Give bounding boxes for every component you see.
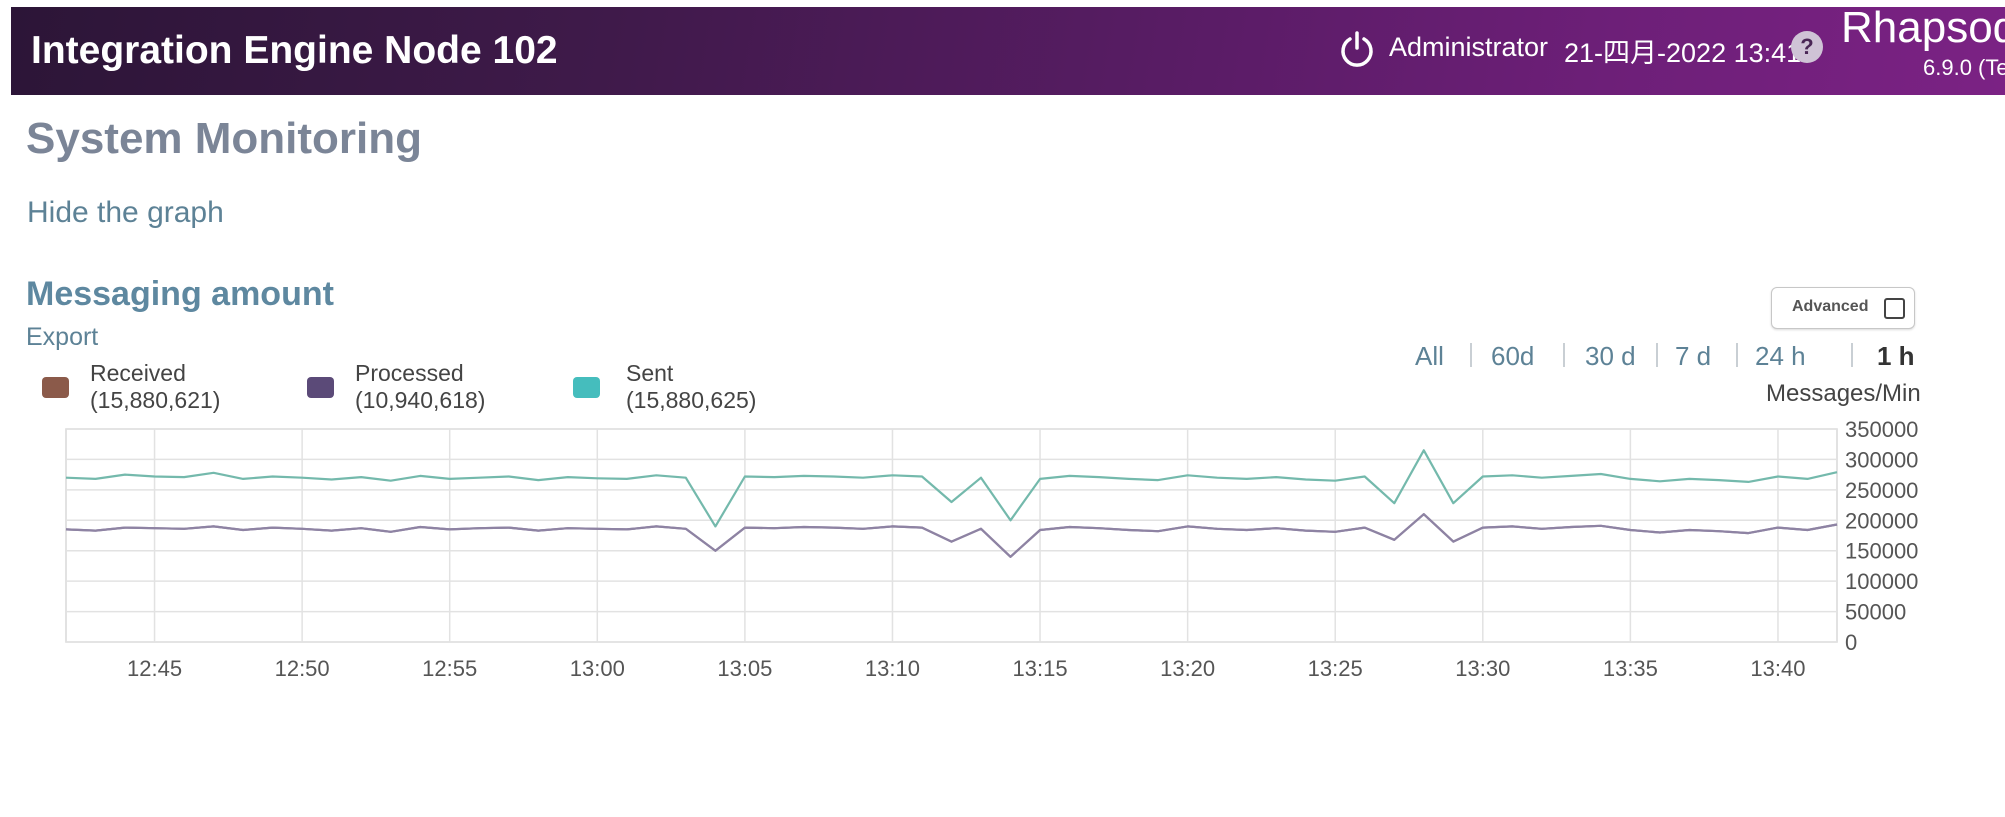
x-tick-label: 13:30 bbox=[1455, 656, 1510, 681]
x-tick-label: 13:35 bbox=[1603, 656, 1658, 681]
x-tick-label: 13:25 bbox=[1308, 656, 1363, 681]
plot-area bbox=[65, 428, 1838, 643]
export-link[interactable]: Export bbox=[26, 323, 99, 351]
y-tick-label: 200000 bbox=[1845, 508, 1918, 533]
range-60d[interactable]: 60d bbox=[1491, 341, 1535, 371]
processed-swatch bbox=[307, 377, 334, 398]
top-bar: Integration Engine Node 102 Administrato… bbox=[11, 7, 2005, 95]
y-tick-label: 50000 bbox=[1845, 600, 1906, 625]
date-time: 21-四月-2022 13:41 bbox=[1564, 38, 1802, 68]
range-all[interactable]: All bbox=[1415, 341, 1444, 371]
y-tick-label: 250000 bbox=[1845, 478, 1918, 503]
y-tick-label: 150000 bbox=[1845, 539, 1918, 564]
advanced-toggle[interactable]: Advanced bbox=[1771, 287, 1915, 329]
y-axis-unit: Messages/Min bbox=[1766, 380, 1921, 407]
x-tick-label: 12:50 bbox=[275, 656, 330, 681]
range-separator bbox=[1736, 343, 1738, 367]
y-tick-label: 0 bbox=[1845, 630, 1857, 655]
x-tick-label: 12:55 bbox=[422, 656, 477, 681]
range-separator bbox=[1470, 343, 1472, 367]
y-tick-label: 350000 bbox=[1845, 420, 1918, 442]
legend-received-count: (15,880,621) bbox=[90, 387, 221, 413]
page-title: System Monitoring bbox=[26, 114, 423, 163]
brand-logo: Rhapsod bbox=[1841, 7, 2005, 52]
legend-received-name: Received bbox=[90, 360, 186, 386]
advanced-checkbox[interactable] bbox=[1884, 298, 1905, 319]
series-line-sent bbox=[65, 449, 1838, 528]
y-tick-label: 300000 bbox=[1845, 447, 1918, 472]
x-tick-label: 12:45 bbox=[127, 656, 182, 681]
x-tick-label: 13:00 bbox=[570, 656, 625, 681]
legend-processed-count: (10,940,618) bbox=[355, 387, 486, 413]
hide-graph-link[interactable]: Hide the graph bbox=[27, 196, 224, 229]
x-tick-label: 13:15 bbox=[1013, 656, 1068, 681]
range-1h[interactable]: 1 h bbox=[1877, 341, 1915, 371]
x-tick-label: 13:10 bbox=[865, 656, 920, 681]
range-separator bbox=[1851, 343, 1853, 367]
user-name[interactable]: Administrator bbox=[1389, 32, 1549, 62]
legend-sent-count: (15,880,625) bbox=[626, 387, 757, 413]
advanced-label: Advanced bbox=[1792, 298, 1869, 315]
range-separator bbox=[1656, 343, 1658, 367]
range-7d[interactable]: 7 d bbox=[1675, 341, 1712, 371]
section-title: Messaging amount bbox=[26, 275, 334, 313]
y-tick-label: 100000 bbox=[1845, 569, 1918, 594]
power-icon[interactable] bbox=[1337, 29, 1377, 69]
range-24h[interactable]: 24 h bbox=[1755, 341, 1806, 371]
help-icon[interactable]: ? bbox=[1791, 31, 1823, 63]
x-tick-label: 13:20 bbox=[1160, 656, 1215, 681]
x-tick-label: 13:05 bbox=[717, 656, 772, 681]
app-title: Integration Engine Node 102 bbox=[31, 29, 558, 72]
version-label: 6.9.0 (Te bbox=[1923, 55, 2005, 80]
x-tick-label: 13:40 bbox=[1750, 656, 1805, 681]
received-swatch bbox=[42, 377, 69, 398]
series-line-processed bbox=[65, 513, 1838, 558]
range-30d[interactable]: 30 d bbox=[1585, 341, 1636, 371]
range-separator bbox=[1563, 343, 1565, 367]
legend-processed-name: Processed bbox=[355, 360, 464, 386]
legend-sent-name: Sent bbox=[626, 360, 674, 386]
sent-swatch bbox=[573, 377, 600, 398]
messaging-chart: 350000 300000 250000 200000 150000 100000 5000… bbox=[65, 420, 1918, 681]
